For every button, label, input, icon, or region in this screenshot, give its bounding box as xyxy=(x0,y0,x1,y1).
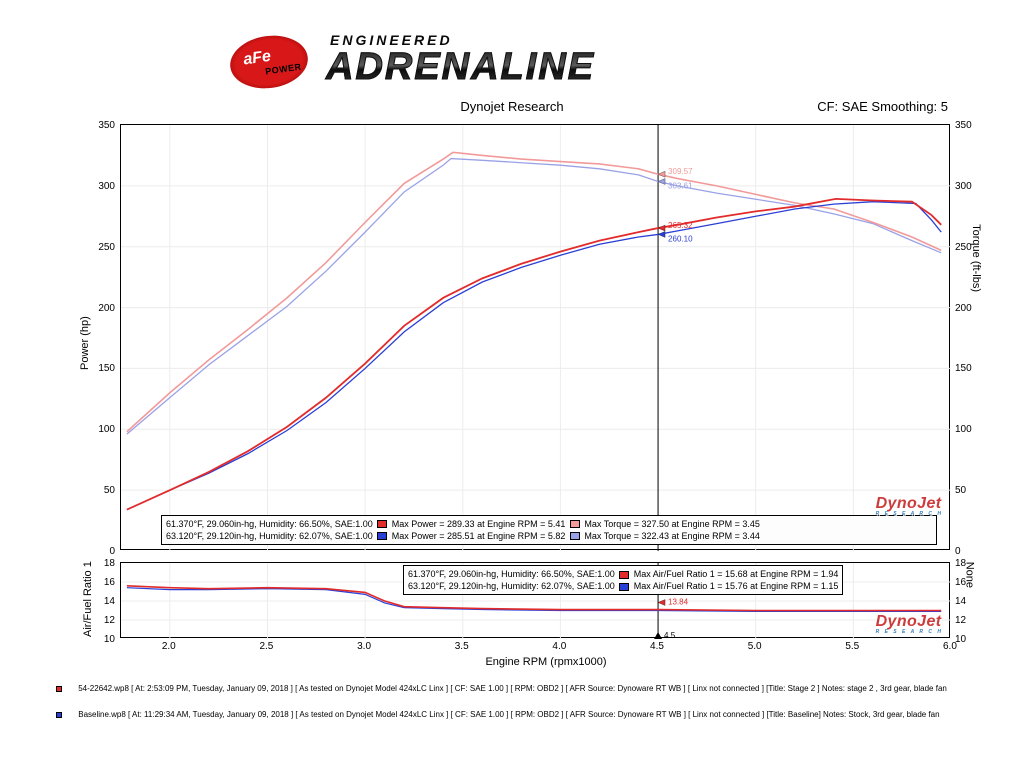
svg-text:303.61: 303.61 xyxy=(668,181,693,190)
legend-afr: 61.370°F, 29.060in-hg, Humidity: 66.50%,… xyxy=(403,565,843,595)
afr-left-label: Air/Fuel Ratio 1 xyxy=(82,561,94,637)
swatch-power-blue xyxy=(377,532,387,540)
y-axis-left-label: Power (hp) xyxy=(79,316,91,370)
afr-right-label: None xyxy=(963,562,975,588)
swatch-afr-red xyxy=(619,571,629,579)
footer-run-2: Baseline.wp8 [ At: 11:29:34 AM, Tuesday,… xyxy=(54,710,986,720)
svg-text:13.84: 13.84 xyxy=(668,598,689,607)
dynojet-watermark-afr: DynoJetR E S E A R C H xyxy=(876,613,943,635)
swatch-torque-red xyxy=(570,520,580,528)
svg-text:4.5: 4.5 xyxy=(664,631,676,639)
svg-text:260.10: 260.10 xyxy=(668,234,693,243)
legend-main: 61.370°F, 29.060in-hg, Humidity: 66.50%,… xyxy=(161,515,937,545)
power-torque-chart: 309.57 303.61 265.32 260.10 61.370°F, 29.06… xyxy=(120,124,950,550)
y-axis-right-label: Torque (ft-lbs) xyxy=(970,224,982,292)
svg-text:265.32: 265.32 xyxy=(668,221,693,230)
dynojet-watermark: DynoJetR E S E A R C H xyxy=(876,495,943,517)
afe-logo-badge: aFe POWER xyxy=(227,31,311,93)
x-axis-label: Engine RPM (rpmx1000) xyxy=(34,656,1024,668)
main-chart-svg: 309.57 303.61 265.32 260.10 xyxy=(121,125,951,551)
footer-swatch-red xyxy=(56,686,62,692)
footer-run-1: 54-22642.wp8 [ At: 2:53:09 PM, Tuesday, … xyxy=(54,684,986,694)
adrenaline-text: ADRENALINE xyxy=(326,46,595,89)
swatch-power-red xyxy=(377,520,387,528)
afr-chart: 13.84 4.5 61.370°F, 29.060in-hg, Humidity… xyxy=(120,562,950,638)
svg-text:309.57: 309.57 xyxy=(668,167,693,176)
swatch-torque-blue xyxy=(570,532,580,540)
swatch-afr-blue xyxy=(619,583,629,591)
chart-title-right: CF: SAE Smoothing: 5 xyxy=(817,99,948,114)
logo-header: aFe POWER ENGINEERED ADRENALINE xyxy=(230,32,794,92)
footer-swatch-blue xyxy=(56,712,62,718)
